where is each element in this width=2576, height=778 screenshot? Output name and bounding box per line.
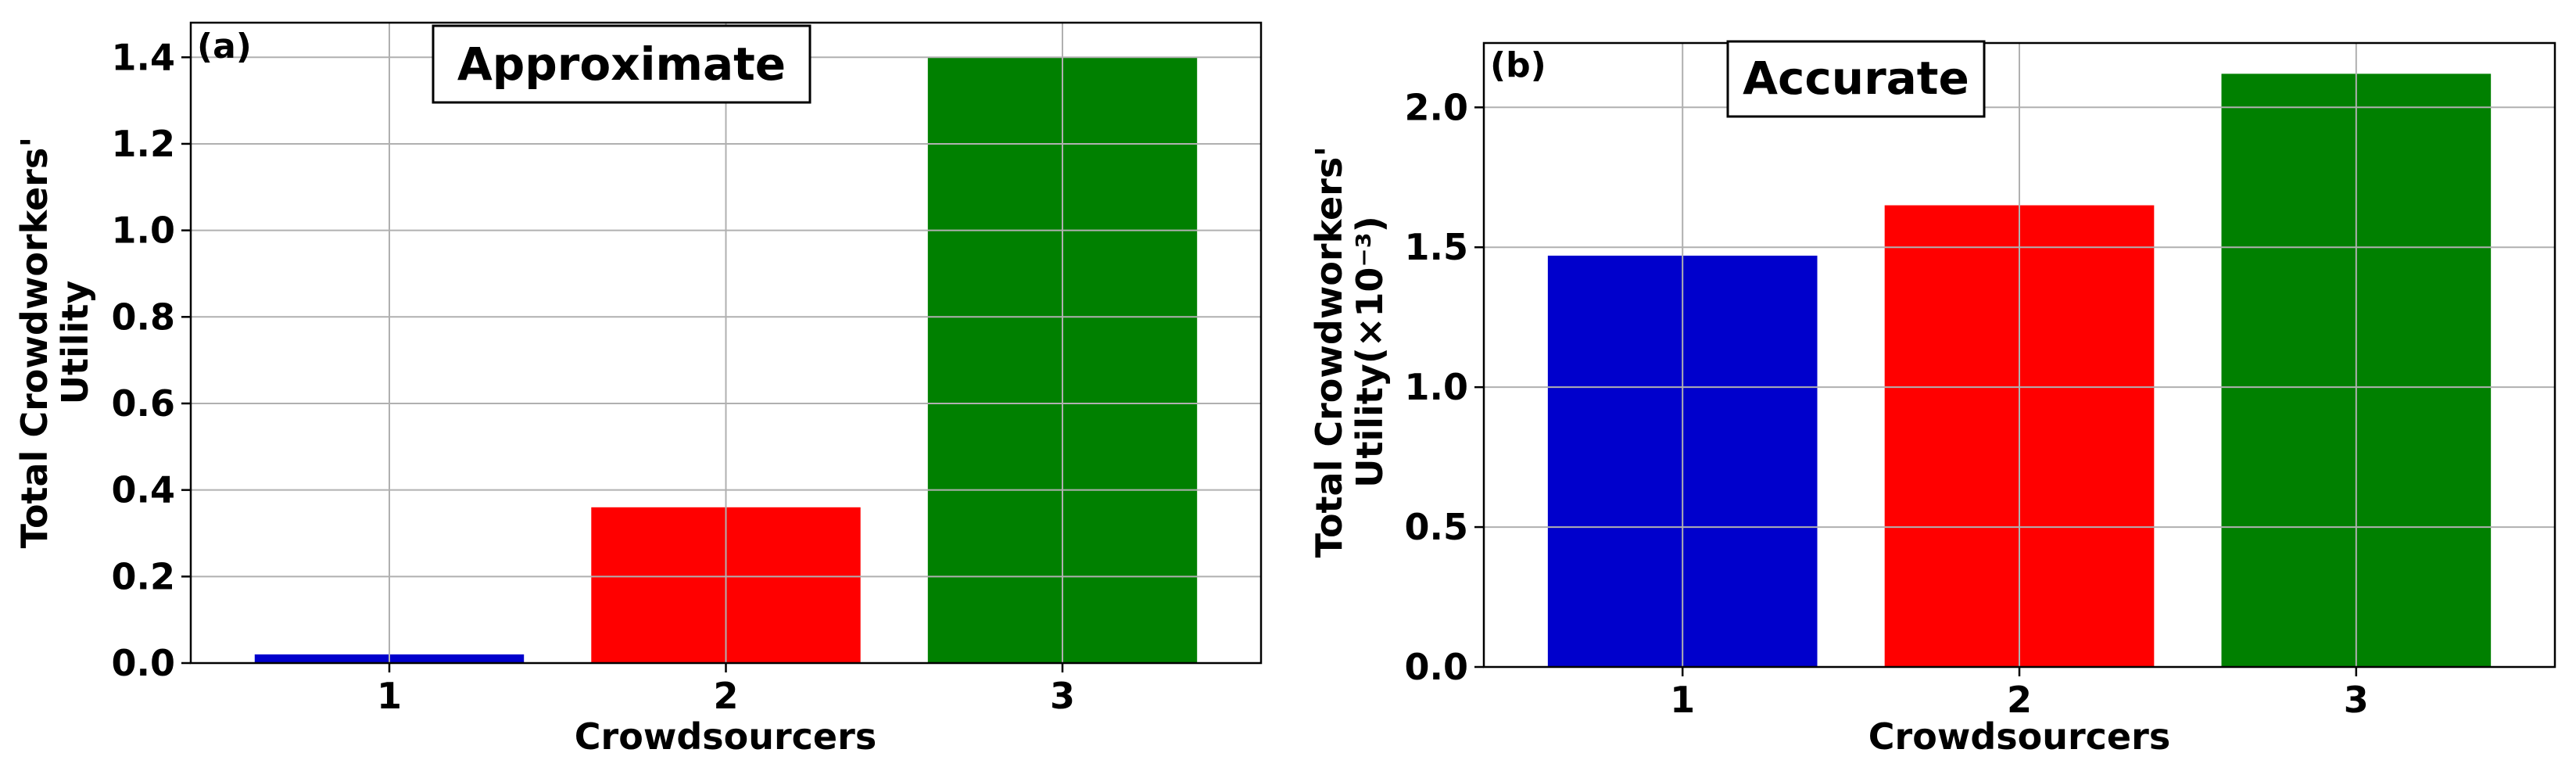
chart-title-b: Accurate xyxy=(1743,52,1969,105)
y-tick-label: 1.4 xyxy=(112,36,176,78)
panel-label-a: (a) xyxy=(197,27,252,66)
x-tick-label: 2 xyxy=(713,675,738,717)
ticks-a: 0.0 0.2 0.4 0.6 0.8 1.0 1.2 1.4 1 2 3 xyxy=(112,36,1076,717)
x-tick-label: 3 xyxy=(1050,675,1075,717)
y-tick-label: 0.0 xyxy=(1405,646,1469,688)
x-tick-label: 2 xyxy=(2007,679,2032,721)
title-box-b xyxy=(1726,40,1986,118)
y-axis-label-a-line1: Total Crowdworkers' xyxy=(13,137,56,549)
x-tick-label: 1 xyxy=(1670,679,1695,721)
x-tick-label: 3 xyxy=(2344,679,2369,721)
y-axis-label-a: Total Crowdworkers' Utility xyxy=(13,137,96,549)
y-axis-label-b: Total Crowdworkers' Utility(×10⁻³) xyxy=(1308,146,1391,558)
x-axis-label-b: Crowdsourcers xyxy=(1868,715,2170,758)
y-tick-label: 0.2 xyxy=(112,555,176,597)
y-tick-label: 0.0 xyxy=(112,642,176,684)
y-tick-label: 2.0 xyxy=(1405,86,1469,128)
chart-panel-approximate: 0.0 0.2 0.4 0.6 0.8 1.0 1.2 1.4 1 2 3 (a) Approxim… xyxy=(13,21,1263,758)
y-axis-label-b-line2: Utility(×10⁻³) xyxy=(1349,216,1391,488)
y-tick-label: 0.5 xyxy=(1405,506,1469,548)
y-tick-label: 1.5 xyxy=(1405,226,1469,268)
y-tick-label: 1.0 xyxy=(1405,366,1469,408)
y-tick-label: 1.2 xyxy=(112,123,176,165)
x-axis-label-a: Crowdsourcers xyxy=(575,715,876,758)
ticks-b: 0.0 0.5 1.0 1.5 2.0 1 2 3 xyxy=(1405,86,2369,721)
chart-title-a: Approximate xyxy=(457,38,786,91)
y-tick-label: 0.6 xyxy=(112,382,176,425)
chart-panel-accurate: 0.0 0.5 1.0 1.5 2.0 1 2 3 (b) Accurate Crowdsou… xyxy=(1308,40,2556,758)
panel-label-b: (b) xyxy=(1490,45,1546,85)
y-tick-label: 1.0 xyxy=(112,210,176,252)
y-axis-label-b-line1: Total Crowdworkers' xyxy=(1308,146,1350,558)
title-box-a xyxy=(432,24,811,104)
y-tick-label: 0.4 xyxy=(112,469,176,511)
x-tick-label: 1 xyxy=(377,675,402,717)
y-axis-label-a-line2: Utility xyxy=(54,281,96,405)
y-tick-label: 0.8 xyxy=(112,296,176,338)
